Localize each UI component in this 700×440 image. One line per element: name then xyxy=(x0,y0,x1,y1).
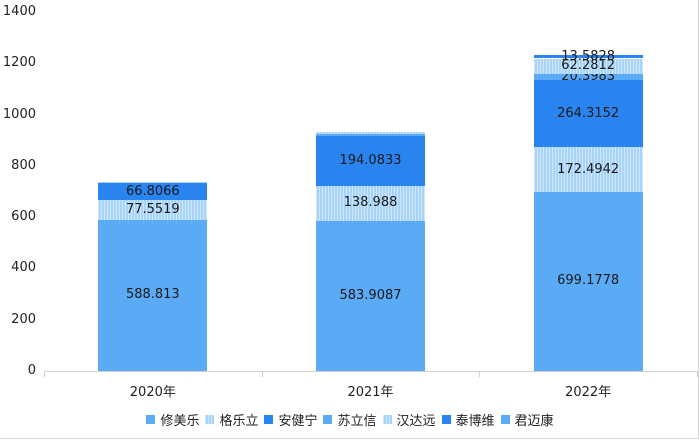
legend: 修美乐 格乐立 安健宁 苏立信 汉达远 泰博维 君迈康 xyxy=(0,410,700,429)
bar-segment: 20.3983 xyxy=(533,70,643,83)
bar-segment: 62.2812 xyxy=(533,58,643,75)
legend-item[interactable]: 汉达远 xyxy=(382,410,436,429)
data-label: 66.8066 xyxy=(125,183,180,199)
legend-label: 君迈康 xyxy=(514,414,554,429)
bar-segment: 77.5519 xyxy=(98,200,208,220)
data-label: 172.4942 xyxy=(557,161,620,177)
y-tick-label: 1400 xyxy=(2,4,36,19)
data-label: 77.5519 xyxy=(125,202,180,218)
bar-segment: 264.3152 xyxy=(533,79,643,148)
data-label: 264.3152 xyxy=(557,105,620,121)
x-axis-line xyxy=(44,371,697,372)
y-tick-label: 400 xyxy=(11,260,36,276)
legend-swatch-icon xyxy=(205,415,215,424)
data-label: 62.2812 xyxy=(561,58,616,74)
bar-segment: 583.9087 xyxy=(316,221,425,371)
x-tick-mark xyxy=(44,371,45,377)
bar-segment: 588.813 xyxy=(98,220,208,371)
bar-segment xyxy=(316,131,425,134)
legend-label: 安健宁 xyxy=(278,414,318,429)
bar-segment: 66.8066 xyxy=(98,182,208,201)
legend-swatch-icon xyxy=(441,415,451,424)
legend-swatch-icon xyxy=(264,415,274,424)
legend-label: 格乐立 xyxy=(219,414,259,429)
legend-label: 汉达远 xyxy=(396,414,436,429)
legend-swatch-icon xyxy=(323,415,333,424)
legend-swatch-icon xyxy=(500,415,510,424)
x-tick-mark xyxy=(697,371,698,377)
y-tick-label: 0 xyxy=(27,363,36,378)
y-tick-label: 600 xyxy=(11,209,36,225)
data-label: 194.0833 xyxy=(339,152,402,168)
bar-segment xyxy=(98,182,208,183)
x-tick-mark xyxy=(479,371,481,377)
legend-label: 苏立信 xyxy=(337,414,377,429)
data-label: 138.988 xyxy=(343,195,398,211)
legend-item[interactable]: 泰博维 xyxy=(441,410,495,429)
legend-item[interactable]: 格乐立 xyxy=(205,410,258,429)
stacked-bar: 588.813 77.5519 66.8066 xyxy=(98,181,208,371)
y-tick-label: 1200 xyxy=(2,55,36,71)
bar-segment xyxy=(98,181,208,183)
y-tick-label: 1000 xyxy=(2,106,36,122)
bar-segment: 172.4942 xyxy=(533,147,643,192)
legend-item[interactable]: 苏立信 xyxy=(323,410,377,429)
legend-item[interactable]: 君迈康 xyxy=(500,410,554,429)
legend-item[interactable]: 修美乐 xyxy=(146,410,199,429)
x-tick-label: 2020年 xyxy=(129,385,176,400)
legend-swatch-icon xyxy=(146,415,156,424)
bar-segment: 699.1778 xyxy=(533,191,643,371)
bar-segment xyxy=(316,133,425,136)
y-tick-label: 800 xyxy=(11,157,36,173)
stacked-bar: 583.9087 138.988 194.0833 xyxy=(316,131,425,371)
data-label: 583.9087 xyxy=(339,288,402,304)
bar-segment: 138.988 xyxy=(316,185,425,222)
data-label: 699.1778 xyxy=(557,273,620,289)
bar-segment: 194.0833 xyxy=(316,135,425,186)
bar-segment: 13.5828 xyxy=(533,50,643,63)
x-tick-label: 2021年 xyxy=(347,385,394,400)
legend-swatch-icon xyxy=(382,415,392,424)
y-tick-label: 200 xyxy=(11,311,36,327)
legend-label: 泰博维 xyxy=(455,414,495,429)
legend-item[interactable]: 安健宁 xyxy=(264,410,317,429)
x-tick-label: 2022年 xyxy=(565,385,612,400)
data-label: 588.813 xyxy=(125,287,180,303)
legend-label: 修美乐 xyxy=(160,414,200,429)
data-label: 13.5828 xyxy=(561,48,616,64)
stacked-bar: 699.1778 172.4942 264.3152 20.3983 62.2812 13… xyxy=(533,50,643,371)
x-tick-mark xyxy=(261,371,263,377)
